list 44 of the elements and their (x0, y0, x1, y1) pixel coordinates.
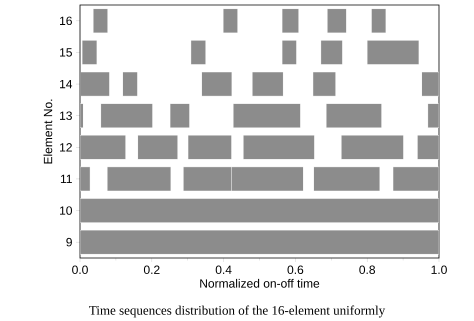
y-tick-label: 9 (66, 238, 72, 246)
bar (341, 135, 404, 160)
bar (202, 72, 232, 96)
bar (170, 103, 190, 128)
x-tick-label: 0.2 (144, 266, 160, 274)
bar (371, 8, 386, 34)
text: Time sequences distribution of the 16-element uniformly (89, 305, 386, 318)
y-tick-label: 15 (60, 48, 72, 57)
bar (188, 135, 232, 160)
bar (417, 135, 439, 160)
bar (327, 8, 347, 34)
bar (428, 103, 439, 128)
bar (282, 40, 297, 65)
bar (190, 40, 206, 65)
bar (326, 103, 382, 128)
bar (122, 72, 138, 96)
bar (138, 135, 178, 160)
x-tick-label: 0.8 (359, 266, 376, 274)
bar (82, 40, 98, 65)
x-tick-label: 0.6 (288, 266, 304, 274)
y-tick-label: 16 (60, 16, 72, 26)
bar (223, 8, 238, 34)
y-tick-label: 10 (60, 206, 72, 215)
bar (107, 166, 172, 192)
x-tick-label: 1.0 (432, 266, 447, 274)
y-axis-title: Element No. (43, 100, 52, 164)
bar (320, 40, 343, 65)
bar (392, 166, 439, 192)
x-tick-label: 0.0 (72, 266, 88, 274)
bar (314, 166, 380, 192)
bar (312, 72, 336, 96)
bar (252, 72, 284, 96)
y-tick-label: 13 (60, 111, 72, 120)
bar (93, 8, 108, 34)
bar (243, 135, 315, 160)
bar (100, 103, 153, 128)
bar (233, 103, 301, 128)
bar (282, 8, 299, 34)
y-tick-label: 14 (60, 80, 72, 88)
y-tick-label: 11 (60, 174, 72, 184)
x-tick-label: 0.4 (216, 266, 232, 274)
bar (366, 40, 420, 65)
x-axis-title: Normalized on-off time (200, 278, 320, 288)
y-tick-label: 12 (60, 143, 72, 152)
